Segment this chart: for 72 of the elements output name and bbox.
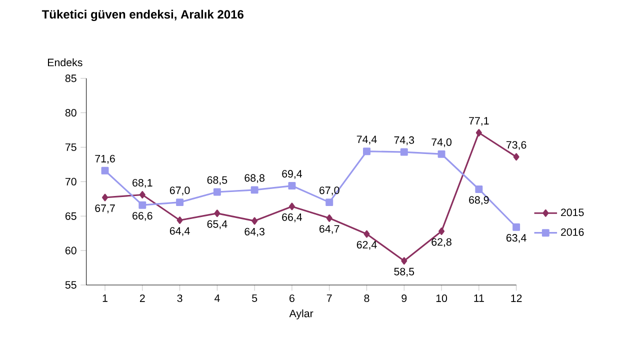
point [401,257,408,265]
x-tick-label: 3 [177,294,182,302]
x-tick-label: 2 [140,294,145,302]
y-tick-label: 80 [65,109,76,117]
point [326,198,334,206]
x-tick-label: 4 [214,294,220,302]
data-label: 74,4 [356,136,377,144]
data-label: 64,4 [170,227,190,236]
point [475,186,483,193]
point [250,186,258,194]
data-label: 67,0 [320,186,340,196]
x-axis-title: Aylar [289,309,314,320]
data-label: 58,5 [394,268,414,277]
data-label: 62,4 [356,240,377,250]
point [326,214,332,222]
point [288,202,295,210]
y-tick-label: 75 [65,143,76,151]
data-label: 66,4 [282,213,302,222]
data-label: 68,5 [207,176,228,186]
y-tick-label: 65 [65,212,76,220]
x-tick-label: 12 [511,294,522,302]
point [438,228,445,235]
data-label: 62,8 [432,238,452,247]
point [176,216,183,224]
point [364,230,370,238]
point [513,153,520,161]
x-tick-label: 11 [474,294,484,302]
point [252,217,258,225]
data-label: 68,9 [469,196,489,205]
data-label: 73,6 [506,141,526,150]
y-tick-label: 70 [65,178,76,186]
x-tick-label: 9 [402,294,407,302]
point [438,150,446,158]
point [101,166,109,174]
y-tick-label: 55 [65,281,76,289]
point [288,182,296,190]
x-tick-label: 6 [290,294,294,302]
point [512,223,520,231]
point [139,191,146,198]
point [213,188,221,196]
y-axis-title: Endeks [48,58,82,66]
data-label: 69,4 [282,170,302,179]
data-label: 74,0 [432,138,452,148]
y-tick-label: 60 [65,246,76,254]
chart-title: Tüketici güven endeksi, Aralık 2016 [42,10,244,22]
point [400,148,408,156]
x-tick-label: 8 [364,294,370,302]
legend-label: 2016 [561,228,584,236]
point [102,194,108,202]
point [363,148,370,156]
data-label: 67,0 [170,186,190,196]
x-tick-label: 1 [102,294,108,302]
data-label: 64,3 [244,228,264,237]
y-tick-label: 85 [65,74,76,82]
x-tick-label: 10 [436,294,448,302]
point [176,198,184,206]
legend-label: 2015 [561,208,584,216]
data-label: 77,1 [469,117,489,126]
data-label: 66,6 [132,212,152,221]
x-tick-label: 7 [326,294,332,302]
point [214,210,220,218]
data-label: 68,1 [132,179,152,188]
point [476,129,482,136]
data-label: 68,8 [244,174,264,183]
data-label: 71,6 [95,154,115,164]
data-label: 65,4 [207,220,228,230]
data-label: 64,7 [320,225,340,234]
data-label: 74,3 [394,136,414,146]
data-label: 67,7 [95,204,115,214]
x-tick-label: 5 [252,294,258,302]
data-label: 63,4 [506,234,526,243]
point [138,201,146,209]
